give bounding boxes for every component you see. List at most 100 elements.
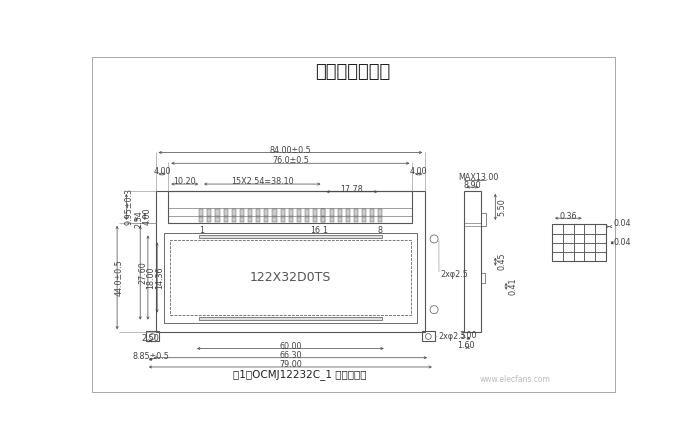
Text: 图1：OCMJ12232C_1 外形尺寸图: 图1：OCMJ12232C_1 外形尺寸图 <box>233 369 367 380</box>
Text: 9.95±0.3: 9.95±0.3 <box>124 188 133 226</box>
Bar <box>422 331 435 341</box>
Bar <box>370 209 374 216</box>
Bar <box>289 209 293 216</box>
Bar <box>584 224 595 234</box>
Text: 1: 1 <box>322 226 327 235</box>
Text: 0.04: 0.04 <box>614 219 631 228</box>
Text: 14.36: 14.36 <box>155 266 164 289</box>
Text: 27.60: 27.60 <box>138 261 147 284</box>
Bar <box>256 217 260 222</box>
Bar <box>584 234 595 243</box>
Bar <box>272 217 276 222</box>
Bar <box>574 252 584 261</box>
Bar <box>216 209 220 216</box>
Bar <box>552 224 606 261</box>
Bar <box>346 209 350 216</box>
Bar <box>313 217 318 222</box>
Text: 16: 16 <box>310 226 320 235</box>
Bar <box>216 217 220 222</box>
Text: www.elecfans.com: www.elecfans.com <box>480 375 551 384</box>
Bar <box>297 217 301 222</box>
Bar <box>595 243 606 252</box>
Bar <box>321 209 325 216</box>
Bar <box>248 217 252 222</box>
Bar <box>552 224 563 234</box>
Text: 4.00: 4.00 <box>410 167 427 176</box>
Bar <box>563 234 574 243</box>
Bar <box>272 209 276 216</box>
Bar <box>329 217 333 222</box>
Bar <box>207 209 212 216</box>
Bar <box>199 317 382 320</box>
Bar <box>199 209 203 216</box>
Bar <box>223 217 227 222</box>
Bar <box>362 217 366 222</box>
Bar <box>595 224 606 234</box>
Bar <box>362 209 366 216</box>
Text: 0.04: 0.04 <box>614 239 631 247</box>
Text: 5.50: 5.50 <box>497 198 506 216</box>
Bar <box>232 217 236 222</box>
Bar <box>240 217 244 222</box>
Text: 0.45: 0.45 <box>497 253 506 271</box>
Bar <box>280 209 285 216</box>
Bar <box>248 209 252 216</box>
Text: 4.00: 4.00 <box>143 208 152 225</box>
Text: 8.85±0.5: 8.85±0.5 <box>132 352 169 361</box>
Bar <box>378 217 382 222</box>
Text: 二、外形尺寸图: 二、外形尺寸图 <box>315 63 391 81</box>
Bar <box>280 217 285 222</box>
Bar <box>552 252 563 261</box>
Text: 0.36: 0.36 <box>559 212 577 221</box>
Text: 10.20: 10.20 <box>174 177 196 186</box>
Text: 2.50: 2.50 <box>141 334 159 343</box>
Bar <box>321 217 325 222</box>
Bar <box>563 252 574 261</box>
Bar <box>305 209 309 216</box>
Text: MAX13.00: MAX13.00 <box>458 174 499 182</box>
Bar <box>256 209 260 216</box>
Bar <box>574 224 584 234</box>
Bar <box>297 209 301 216</box>
Text: 79.00: 79.00 <box>279 360 302 369</box>
Text: 122X32D0TS: 122X32D0TS <box>249 271 331 284</box>
Bar <box>338 209 342 216</box>
Bar <box>354 209 358 216</box>
Bar <box>574 234 584 243</box>
Bar <box>156 191 425 332</box>
Bar <box>584 252 595 261</box>
Bar <box>199 217 203 222</box>
Bar <box>552 234 563 243</box>
Bar <box>289 217 293 222</box>
Bar <box>146 331 159 341</box>
Text: 17.78: 17.78 <box>340 185 363 194</box>
Bar <box>338 217 342 222</box>
Bar <box>240 209 244 216</box>
Bar <box>481 273 485 283</box>
Bar <box>305 217 309 222</box>
Text: 15X2.54=38.10: 15X2.54=38.10 <box>231 177 294 186</box>
Bar <box>232 209 236 216</box>
Text: 8: 8 <box>378 226 383 235</box>
Text: 44.0±0.5: 44.0±0.5 <box>115 259 124 296</box>
Text: 2xφ2.5: 2xφ2.5 <box>438 332 466 341</box>
Text: 76.0±0.5: 76.0±0.5 <box>272 157 309 166</box>
Text: 18.00: 18.00 <box>145 266 155 289</box>
Bar <box>464 191 481 332</box>
Text: 2xφ2.5: 2xφ2.5 <box>440 270 469 279</box>
Bar <box>321 217 325 222</box>
Bar <box>346 217 350 222</box>
Bar <box>563 224 574 234</box>
Bar <box>265 217 269 222</box>
Bar <box>329 209 333 216</box>
Text: 4.00: 4.00 <box>153 167 171 176</box>
Bar <box>552 243 563 252</box>
Text: 84.00±0.5: 84.00±0.5 <box>269 146 311 155</box>
Bar <box>207 217 212 222</box>
Bar <box>378 209 382 216</box>
Bar <box>199 235 382 238</box>
Bar <box>163 233 417 323</box>
Text: 3.00: 3.00 <box>460 332 477 340</box>
Bar <box>354 217 358 222</box>
Bar <box>574 243 584 252</box>
